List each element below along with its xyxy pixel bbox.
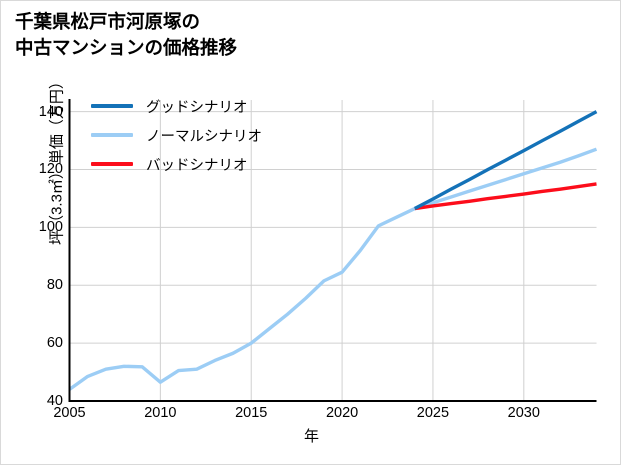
- legend-label: グッドシナリオ: [146, 99, 248, 116]
- chart-title: 千葉県松戸市河原塚の 中古マンションの価格推移: [15, 11, 238, 59]
- y-tick-label: 40: [46, 393, 63, 409]
- x-tick-label: 2005: [53, 405, 86, 421]
- legend-item[interactable]: バッドシナリオ: [91, 155, 248, 174]
- legend-item[interactable]: グッドシナリオ: [91, 97, 248, 116]
- x-tick-label: 2030: [507, 405, 540, 421]
- legend-item[interactable]: ノーマルシナリオ: [91, 126, 262, 145]
- series-line: [414, 182, 597, 211]
- y-axis-label: 坪（3.3㎡）単価（万円）: [48, 74, 66, 245]
- y-tick-label: 100: [38, 219, 63, 236]
- legend-label: バッドシナリオ: [146, 157, 248, 174]
- series-line: [413, 110, 598, 211]
- x-tick-label: 2025: [416, 405, 450, 421]
- legend-label: ノーマルシナリオ: [146, 128, 262, 145]
- x-axis-label: 年: [303, 428, 319, 445]
- y-tick-label: 60: [46, 335, 63, 352]
- series-line: [68, 147, 598, 391]
- x-tick-label: 2015: [235, 405, 268, 421]
- y-tick-label: 80: [46, 277, 63, 294]
- legend-color-swatch: [91, 104, 133, 108]
- legend-color-swatch: [91, 162, 133, 166]
- x-tick-label: 2020: [325, 405, 359, 421]
- y-tick-label: 120: [38, 161, 63, 178]
- legend-color-swatch: [91, 133, 133, 137]
- y-tick-label: 140: [38, 103, 63, 120]
- series-lines: [68, 110, 598, 391]
- y-axis-ticks: 40 60 80 100 120 140: [21, 1, 63, 464]
- axis-spines: [68, 99, 597, 402]
- x-tick-label: 2010: [144, 405, 177, 421]
